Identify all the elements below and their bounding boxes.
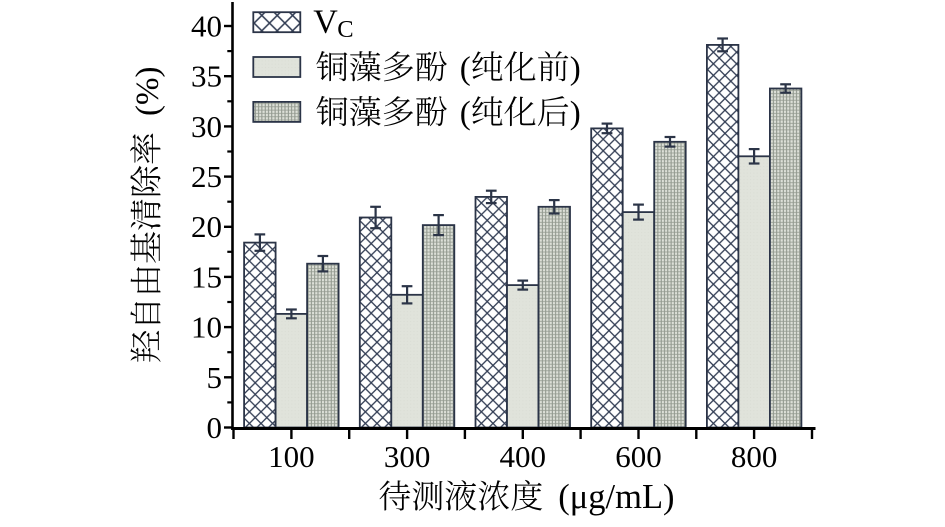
svg-text:800: 800 [731,439,778,474]
svg-text:20: 20 [191,209,222,244]
svg-text:(: ( [460,96,471,132]
svg-text:400: 400 [500,439,547,474]
svg-text:10: 10 [191,310,222,345]
svg-text:5: 5 [207,360,223,395]
svg-text:100: 100 [268,439,315,474]
svg-text:V: V [313,3,338,40]
svg-text:0: 0 [207,410,223,445]
svg-text:): ) [570,51,581,87]
svg-text:25: 25 [191,159,222,194]
svg-text:40: 40 [191,9,222,44]
svg-text:): ) [570,96,581,132]
svg-text:(%): (%) [130,67,166,116]
svg-text:(: ( [460,51,471,87]
svg-text:15: 15 [191,259,222,294]
svg-text:300: 300 [384,439,431,474]
svg-text:600: 600 [615,439,662,474]
svg-text:C: C [337,16,353,43]
svg-text:30: 30 [191,109,222,144]
svg-text:(μg/mL): (μg/mL) [558,478,674,516]
svg-text:35: 35 [191,59,222,94]
